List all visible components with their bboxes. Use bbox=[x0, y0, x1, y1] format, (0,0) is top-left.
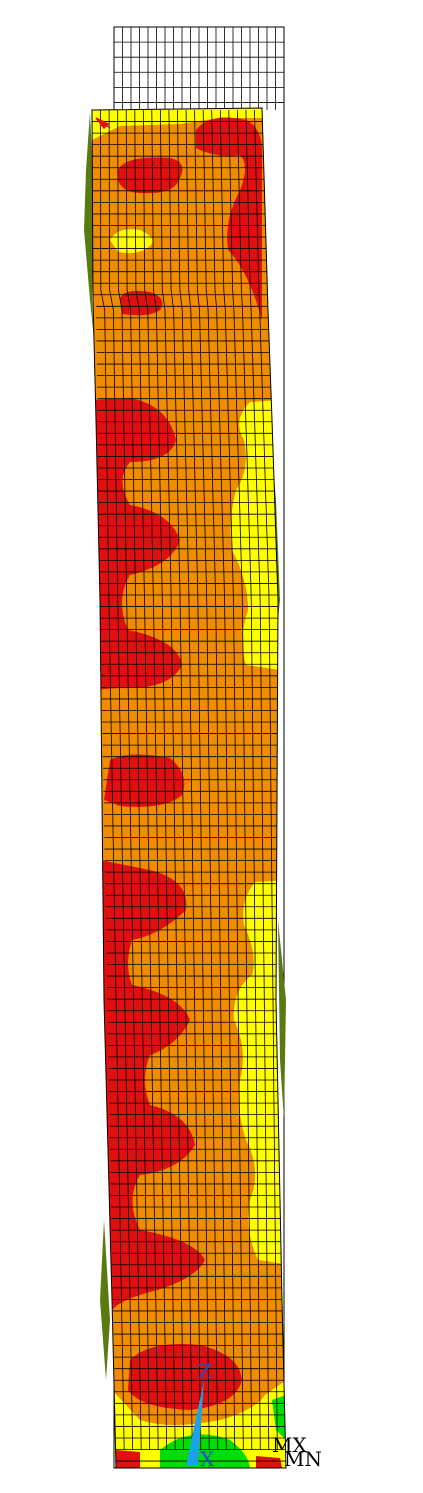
deformed-column bbox=[84, 107, 287, 1469]
band-red-blob-3 bbox=[104, 754, 185, 807]
left-edge-fringe-low bbox=[100, 1220, 110, 1380]
band-yellow-wave-1 bbox=[230, 400, 280, 670]
band-red-wave-2 bbox=[100, 860, 205, 1310]
deformed-outline bbox=[91, 107, 287, 1469]
right-edge-fringe-low bbox=[278, 920, 286, 1120]
left-edge-fringe bbox=[84, 112, 94, 340]
band-yellow-blob-1 bbox=[110, 229, 153, 254]
max-marker: MX bbox=[272, 1433, 307, 1457]
min-marker: MN bbox=[284, 1447, 322, 1471]
band-red-top-right bbox=[196, 117, 262, 321]
band-red-corner-left bbox=[116, 1450, 140, 1468]
triad-z-axis-icon bbox=[186, 1380, 204, 1466]
load-arrow-icon bbox=[95, 117, 111, 130]
band-red-blob-1 bbox=[117, 157, 183, 194]
triad-x-label: X bbox=[200, 1447, 215, 1471]
extreme-markers: MX MN bbox=[272, 1433, 322, 1471]
band-red-corner-right bbox=[256, 1456, 282, 1468]
triad-z-label: Z bbox=[198, 1359, 212, 1383]
band-green-corner bbox=[272, 1395, 286, 1440]
band-red-wave-1 bbox=[92, 398, 182, 690]
coordinate-triad: Z X bbox=[186, 1359, 215, 1471]
